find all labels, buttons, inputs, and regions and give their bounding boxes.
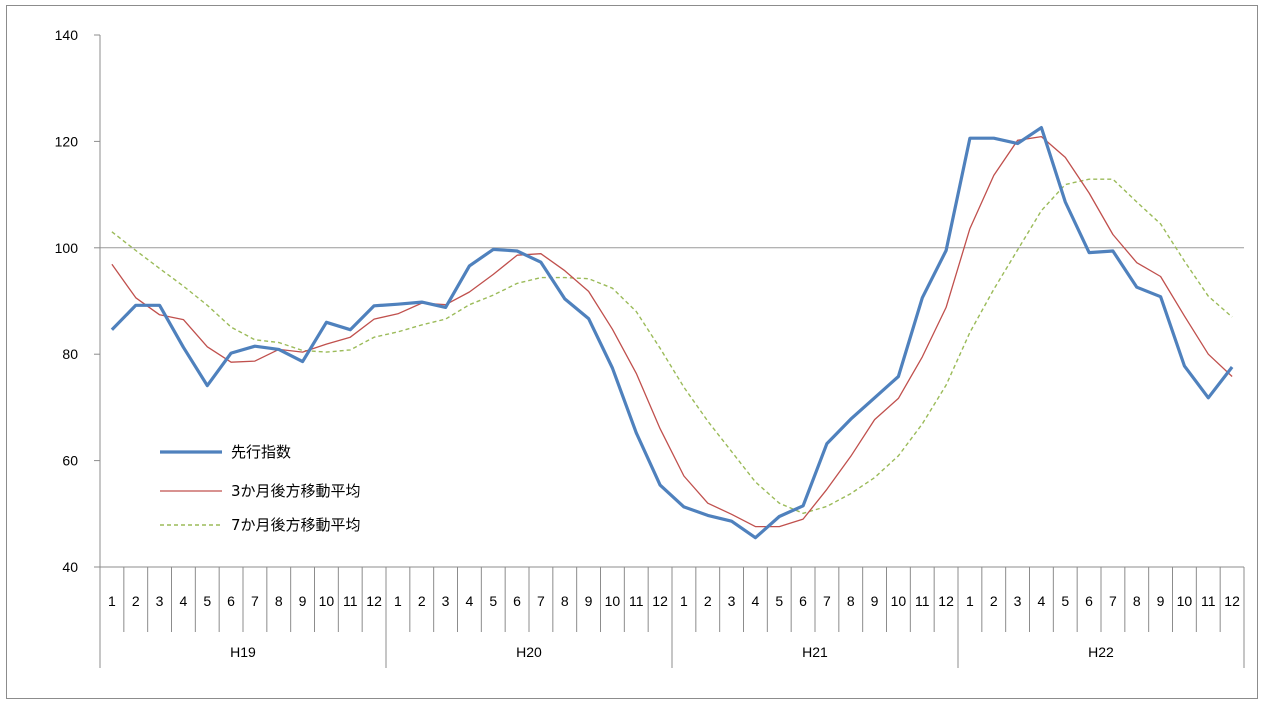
x-month-label: 4 xyxy=(1038,593,1046,609)
y-tick-label: 80 xyxy=(62,346,78,362)
x-month-label: 8 xyxy=(275,593,283,609)
x-month-label: 8 xyxy=(1133,593,1141,609)
x-month-label: 4 xyxy=(466,593,474,609)
x-month-label: 1 xyxy=(966,593,974,609)
x-year-label: H22 xyxy=(1088,644,1114,660)
x-month-label: 2 xyxy=(704,593,712,609)
x-month-label: 7 xyxy=(537,593,545,609)
x-month-label: 10 xyxy=(605,593,621,609)
x-month-label: 10 xyxy=(319,593,335,609)
x-month-label: 7 xyxy=(1109,593,1117,609)
x-month-label: 5 xyxy=(203,593,211,609)
x-month-label: 7 xyxy=(251,593,259,609)
x-month-label: 6 xyxy=(1085,593,1093,609)
x-month-label: 3 xyxy=(442,593,450,609)
x-month-label: 7 xyxy=(823,593,831,609)
x-month-label: 9 xyxy=(1157,593,1165,609)
x-month-label: 12 xyxy=(366,593,382,609)
x-month-label: 12 xyxy=(652,593,668,609)
y-tick-label: 100 xyxy=(55,240,79,256)
y-tick-label: 60 xyxy=(62,453,78,469)
series-line-1 xyxy=(110,125,1234,540)
x-month-label: 1 xyxy=(394,593,402,609)
x-month-label: 2 xyxy=(418,593,426,609)
x-month-label: 4 xyxy=(752,593,760,609)
x-month-label: 3 xyxy=(1014,593,1022,609)
legend-label-1: 先行指数 xyxy=(231,443,291,461)
series-line-3 xyxy=(111,178,1233,514)
x-month-label: 6 xyxy=(513,593,521,609)
x-month-label: 2 xyxy=(132,593,140,609)
y-tick-label: 140 xyxy=(55,27,79,43)
x-month-label: 11 xyxy=(629,593,644,609)
legend-label-3: 7か月後方移動平均 xyxy=(231,516,361,534)
x-month-label: 10 xyxy=(1177,593,1193,609)
x-month-label: 12 xyxy=(938,593,954,609)
x-month-label: 9 xyxy=(871,593,879,609)
legend-label-2: 3か月後方移動平均 xyxy=(231,482,361,500)
x-year-label: H19 xyxy=(230,644,256,660)
x-month-label: 1 xyxy=(680,593,688,609)
x-month-label: 11 xyxy=(343,593,358,609)
x-month-label: 5 xyxy=(1061,593,1069,609)
x-month-label: 9 xyxy=(299,593,307,609)
x-month-label: 6 xyxy=(227,593,235,609)
x-month-label: 10 xyxy=(891,593,907,609)
x-month-label: 8 xyxy=(847,593,855,609)
x-month-label: 6 xyxy=(799,593,807,609)
x-month-label: 9 xyxy=(585,593,593,609)
x-month-label: 4 xyxy=(180,593,188,609)
x-month-label: 12 xyxy=(1224,593,1240,609)
x-month-label: 2 xyxy=(990,593,998,609)
y-tick-label: 40 xyxy=(62,559,78,575)
x-month-label: 11 xyxy=(1201,593,1216,609)
x-month-label: 8 xyxy=(561,593,569,609)
x-month-label: 3 xyxy=(728,593,736,609)
x-month-label: 11 xyxy=(915,593,930,609)
x-year-label: H20 xyxy=(516,644,542,660)
x-year-label: H21 xyxy=(802,644,828,660)
x-month-label: 5 xyxy=(489,593,497,609)
x-month-label: 5 xyxy=(775,593,783,609)
y-tick-label: 120 xyxy=(55,133,79,149)
x-month-label: 1 xyxy=(108,593,116,609)
x-month-label: 3 xyxy=(156,593,164,609)
